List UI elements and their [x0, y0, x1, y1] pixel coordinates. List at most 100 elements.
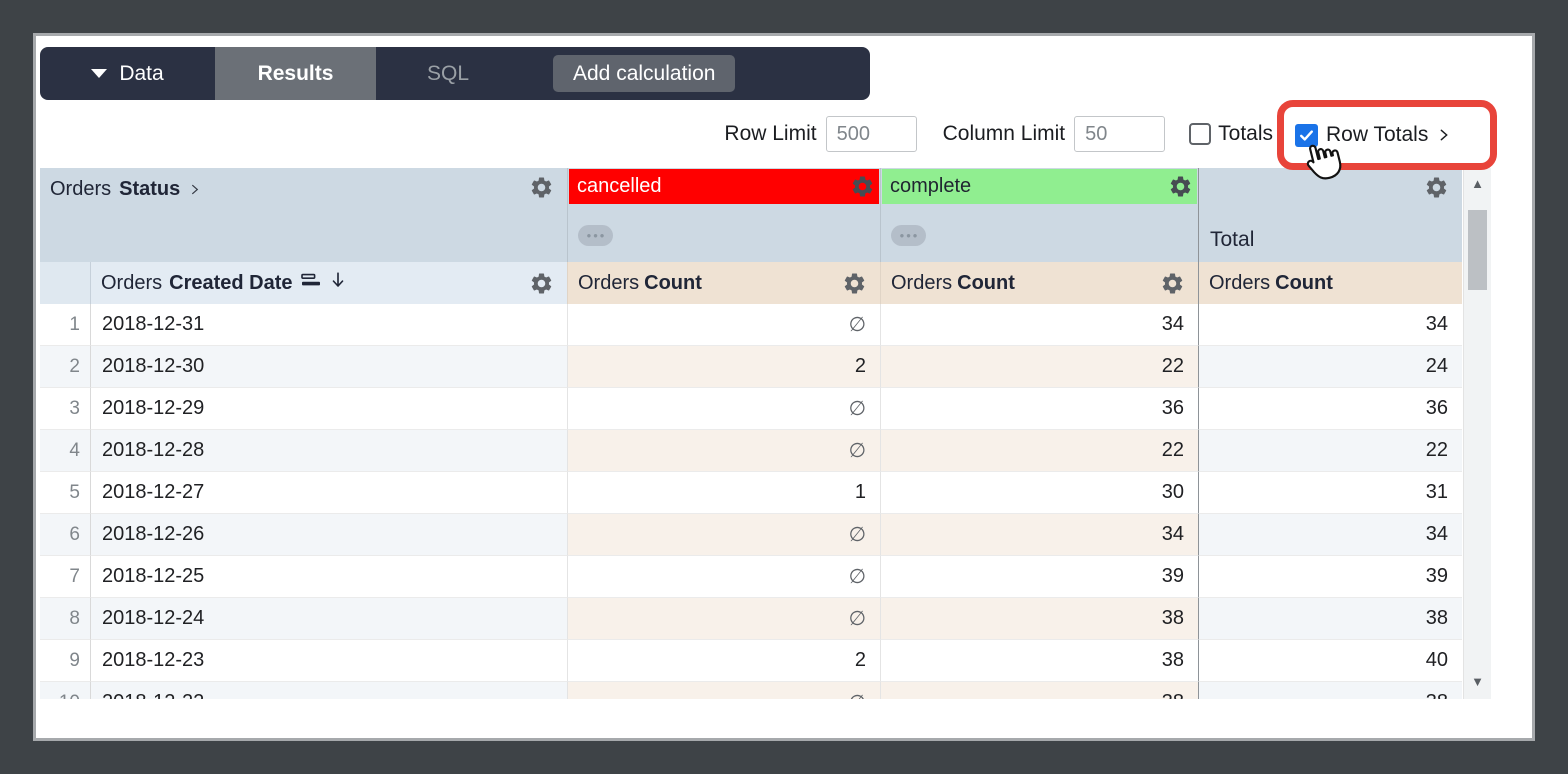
column-header-row: Orders Created Date Orders Count Orders Cou… — [40, 262, 1463, 304]
scrollbar-thumb[interactable] — [1468, 210, 1487, 290]
date-cell[interactable]: 2018-12-25 — [90, 556, 567, 598]
gear-icon[interactable] — [529, 175, 554, 200]
date-cell[interactable]: 2018-12-30 — [90, 346, 567, 388]
mouse-cursor-icon — [1294, 134, 1351, 195]
cancelled-count-cell[interactable]: ∅ — [567, 304, 880, 346]
results-table: Orders Status cancelled ••• — [40, 168, 1491, 699]
sort-descending-icon — [329, 270, 347, 296]
table-row: 9 2018-12-23 2 38 40 — [40, 640, 1463, 682]
table-body: 1 2018-12-31 ∅ 34 34 2 2018-12-30 2 22 2… — [40, 304, 1463, 699]
complete-count-cell[interactable]: 38 — [880, 640, 1198, 682]
data-section-label: Data — [119, 61, 164, 85]
row-number-cell: 9 — [40, 640, 90, 682]
add-calculation-button[interactable]: Add calculation — [553, 55, 736, 92]
row-number-cell: 3 — [40, 388, 90, 430]
date-cell[interactable]: 2018-12-28 — [90, 430, 567, 472]
table-row: 3 2018-12-29 ∅ 36 36 — [40, 388, 1463, 430]
total-label: Total — [1210, 228, 1255, 251]
pivot-value-cancelled-header[interactable]: cancelled — [569, 169, 879, 204]
date-cell[interactable]: 2018-12-23 — [90, 640, 567, 682]
cancelled-count-cell[interactable]: 1 — [567, 472, 880, 514]
totals-control: Totals — [1189, 122, 1273, 146]
row-limit-input[interactable] — [825, 116, 917, 152]
column-limit-input[interactable] — [1074, 116, 1166, 152]
row-number-cell: 5 — [40, 472, 90, 514]
table-row: 1 2018-12-31 ∅ 34 34 — [40, 304, 1463, 346]
complete-count-cell[interactable]: 39 — [880, 556, 1198, 598]
row-total-cell[interactable]: 22 — [1198, 430, 1462, 472]
row-number-cell: 2 — [40, 346, 90, 388]
pivot-dimension-header[interactable]: Orders Status — [40, 168, 567, 262]
tab-sql[interactable]: SQL — [426, 61, 470, 85]
date-cell[interactable]: 2018-12-31 — [90, 304, 567, 346]
gear-icon[interactable] — [529, 271, 554, 296]
scroll-down-icon[interactable]: ▼ — [1471, 674, 1484, 689]
chevron-right-icon — [188, 181, 202, 198]
pivot-menu-icon[interactable]: ••• — [578, 225, 613, 246]
explore-results-panel: Data Results SQL Add calculation Row Lim… — [33, 33, 1535, 741]
complete-count-cell[interactable]: 34 — [880, 304, 1198, 346]
table-row: 7 2018-12-25 ∅ 39 39 — [40, 556, 1463, 598]
pivot-value-complete: complete ••• — [880, 168, 1198, 262]
row-total-cell[interactable]: 38 — [1198, 682, 1462, 699]
gear-icon[interactable] — [842, 271, 867, 296]
complete-count-cell[interactable]: 30 — [880, 472, 1198, 514]
row-total-cell[interactable]: 38 — [1198, 598, 1462, 640]
date-cell[interactable]: 2018-12-24 — [90, 598, 567, 640]
gear-icon[interactable] — [1160, 271, 1185, 296]
row-total-cell[interactable]: 40 — [1198, 640, 1462, 682]
complete-count-cell[interactable]: 38 — [880, 598, 1198, 640]
cancelled-count-cell[interactable]: 2 — [567, 640, 880, 682]
cancelled-count-cell[interactable]: ∅ — [567, 556, 880, 598]
row-total-cell[interactable]: 39 — [1198, 556, 1462, 598]
created-date-header[interactable]: Orders Created Date — [90, 262, 567, 304]
orders-count-header-complete[interactable]: Orders Count — [880, 262, 1198, 304]
cancelled-count-cell[interactable]: ∅ — [567, 430, 880, 472]
date-cell[interactable]: 2018-12-27 — [90, 472, 567, 514]
vertical-scrollbar[interactable]: ▲ ▼ — [1463, 168, 1491, 699]
date-cell[interactable]: 2018-12-26 — [90, 514, 567, 556]
cancelled-count-cell[interactable]: ∅ — [567, 598, 880, 640]
scroll-up-icon[interactable]: ▲ — [1471, 176, 1484, 191]
complete-count-cell[interactable]: 36 — [880, 388, 1198, 430]
date-cell[interactable]: 2018-12-22 — [90, 682, 567, 699]
gear-icon[interactable] — [850, 174, 875, 199]
orders-count-header-cancelled[interactable]: Orders Count — [567, 262, 880, 304]
cancelled-count-cell[interactable]: ∅ — [567, 514, 880, 556]
row-totals-checkbox[interactable] — [1295, 123, 1318, 147]
subtotal-icon — [300, 271, 322, 295]
complete-count-cell[interactable]: 22 — [880, 346, 1198, 388]
caret-down-icon — [91, 69, 108, 78]
check-icon — [1299, 129, 1314, 141]
complete-count-cell[interactable]: 38 — [880, 682, 1198, 699]
complete-count-cell[interactable]: 22 — [880, 430, 1198, 472]
query-controls: Row Limit Column Limit Totals — [636, 116, 1273, 152]
column-limit-label: Column Limit — [942, 122, 1066, 145]
table-row: 4 2018-12-28 ∅ 22 22 — [40, 430, 1463, 472]
gear-icon[interactable] — [1168, 174, 1193, 199]
data-section-toggle[interactable]: Data — [40, 47, 215, 100]
date-cell[interactable]: 2018-12-29 — [90, 388, 567, 430]
results-toolbar: Data Results SQL Add calculation — [40, 47, 870, 100]
tab-results[interactable]: Results — [215, 47, 376, 100]
orders-count-header-total[interactable]: Orders Count — [1198, 262, 1462, 304]
cancelled-count-cell[interactable]: ∅ — [567, 682, 880, 699]
row-total-column-header[interactable]: Total — [1198, 168, 1462, 262]
row-total-cell[interactable]: 24 — [1198, 346, 1462, 388]
cancelled-count-cell[interactable]: ∅ — [567, 388, 880, 430]
row-totals-label: Row Totals — [1326, 123, 1429, 146]
row-total-cell[interactable]: 34 — [1198, 304, 1462, 346]
row-number-cell: 8 — [40, 598, 90, 640]
totals-checkbox[interactable] — [1189, 123, 1212, 145]
pivot-value-complete-header[interactable]: complete — [882, 169, 1197, 204]
table-row: 10 2018-12-22 ∅ 38 38 — [40, 682, 1463, 699]
gear-icon[interactable] — [1424, 175, 1449, 200]
row-total-cell[interactable]: 31 — [1198, 472, 1462, 514]
row-total-cell[interactable]: 34 — [1198, 514, 1462, 556]
table-row: 5 2018-12-27 1 30 31 — [40, 472, 1463, 514]
row-total-cell[interactable]: 36 — [1198, 388, 1462, 430]
complete-count-cell[interactable]: 34 — [880, 514, 1198, 556]
cancelled-count-cell[interactable]: 2 — [567, 346, 880, 388]
pivot-menu-icon[interactable]: ••• — [891, 225, 926, 246]
row-number-cell: 7 — [40, 556, 90, 598]
